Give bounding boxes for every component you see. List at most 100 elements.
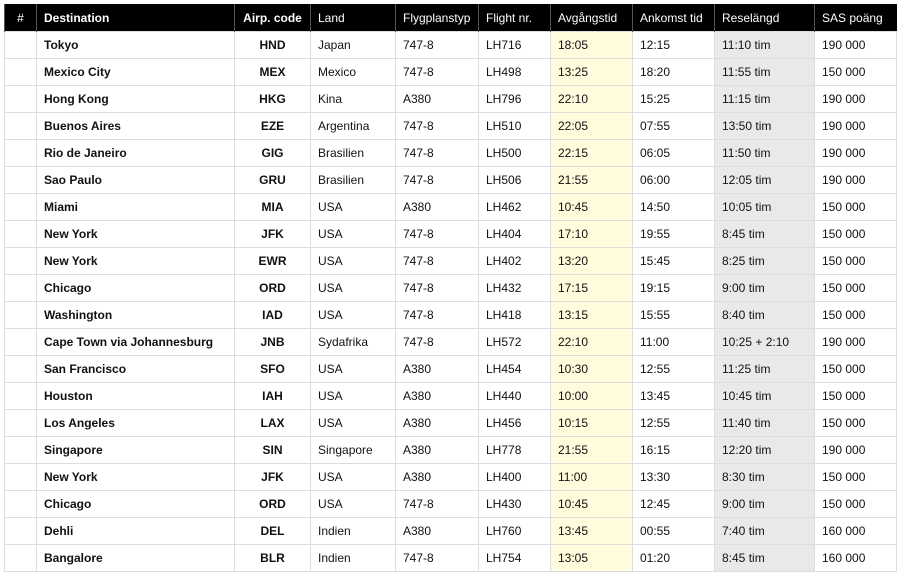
table-cell: 13:45 bbox=[632, 382, 715, 410]
table-cell: 10:45 tim bbox=[714, 382, 815, 410]
table-cell: 160 000 bbox=[814, 544, 897, 572]
table-cell: 12:15 bbox=[632, 31, 715, 59]
table-row: New York EWR USA 747-8 LH402 13:20 15:45 8:25 t… bbox=[4, 247, 897, 275]
table-cell: New York bbox=[36, 220, 235, 248]
table-cell: LH572 bbox=[478, 328, 551, 356]
table-cell: 11:55 tim bbox=[714, 58, 815, 86]
header-cell: SAS poäng bbox=[814, 4, 897, 32]
table-cell: 11:00 bbox=[550, 463, 633, 491]
table-cell: 15:55 bbox=[632, 301, 715, 329]
table-cell: ORD bbox=[234, 490, 311, 518]
header-cell: Reselängd bbox=[714, 4, 815, 32]
table-cell: LAX bbox=[234, 409, 311, 437]
row-number-cell bbox=[4, 112, 37, 140]
table-cell: 11:15 tim bbox=[714, 85, 815, 113]
table-cell: 10:45 bbox=[550, 490, 633, 518]
table-cell: Tokyo bbox=[36, 31, 235, 59]
table-cell: LH402 bbox=[478, 247, 551, 275]
header-cell: Ankomst tid bbox=[632, 4, 715, 32]
table-row: Bangalore BLR Indien 747-8 LH754 13:05 01:20 8:… bbox=[4, 544, 897, 572]
row-number-cell bbox=[4, 517, 37, 545]
table-cell: 22:10 bbox=[550, 85, 633, 113]
table-cell: 8:40 tim bbox=[714, 301, 815, 329]
table-cell: Chicago bbox=[36, 490, 235, 518]
table-cell: LH778 bbox=[478, 436, 551, 464]
table-cell: 747-8 bbox=[395, 301, 479, 329]
table-cell: 15:45 bbox=[632, 247, 715, 275]
table-row: Buenos Aires EZE Argentina 747-8 LH510 22:05 0… bbox=[4, 112, 897, 140]
table-row: Washington IAD USA 747-8 LH418 13:15 15:55 8:40… bbox=[4, 301, 897, 329]
table-cell: New York bbox=[36, 463, 235, 491]
table-cell: LH404 bbox=[478, 220, 551, 248]
table-cell: 190 000 bbox=[814, 166, 897, 194]
table-cell: JFK bbox=[234, 463, 311, 491]
table-cell: 747-8 bbox=[395, 31, 479, 59]
table-cell: LH510 bbox=[478, 112, 551, 140]
table-row: Dehli DEL Indien A380 LH760 13:45 00:55 7:40 ti… bbox=[4, 517, 897, 545]
table-cell: 8:25 tim bbox=[714, 247, 815, 275]
table-cell: 747-8 bbox=[395, 247, 479, 275]
table-cell: LH400 bbox=[478, 463, 551, 491]
table-row: Los Angeles LAX USA A380 LH456 10:15 12:55 11:4… bbox=[4, 409, 897, 437]
table-cell: Singapore bbox=[310, 436, 396, 464]
table-cell: San Francisco bbox=[36, 355, 235, 383]
table-cell: LH454 bbox=[478, 355, 551, 383]
table-cell: Houston bbox=[36, 382, 235, 410]
table-cell: Brasilien bbox=[310, 139, 396, 167]
table-cell: LH506 bbox=[478, 166, 551, 194]
table-cell: 19:55 bbox=[632, 220, 715, 248]
header-cell: Airp. code bbox=[234, 4, 311, 32]
table-cell: 11:40 tim bbox=[714, 409, 815, 437]
table-cell: 10:45 bbox=[550, 193, 633, 221]
table-cell: 10:30 bbox=[550, 355, 633, 383]
table-cell: 13:05 bbox=[550, 544, 633, 572]
table-cell: A380 bbox=[395, 85, 479, 113]
table-cell: 16:15 bbox=[632, 436, 715, 464]
table-row: Miami MIA USA A380 LH462 10:45 14:50 10:05 tim 1… bbox=[4, 193, 897, 221]
table-cell: 150 000 bbox=[814, 490, 897, 518]
table-cell: BLR bbox=[234, 544, 311, 572]
table-cell: 190 000 bbox=[814, 436, 897, 464]
table-cell: 150 000 bbox=[814, 301, 897, 329]
table-cell: LH716 bbox=[478, 31, 551, 59]
table-cell: USA bbox=[310, 355, 396, 383]
table-cell: A380 bbox=[395, 355, 479, 383]
table-cell: 01:20 bbox=[632, 544, 715, 572]
table-cell: 13:30 bbox=[632, 463, 715, 491]
table-cell: 747-8 bbox=[395, 220, 479, 248]
table-cell: USA bbox=[310, 463, 396, 491]
table-cell: 747-8 bbox=[395, 166, 479, 194]
table-cell: 06:00 bbox=[632, 166, 715, 194]
table-cell: DEL bbox=[234, 517, 311, 545]
table-cell: GRU bbox=[234, 166, 311, 194]
row-number-cell bbox=[4, 193, 37, 221]
table-cell: 11:10 tim bbox=[714, 31, 815, 59]
table-cell: 14:50 bbox=[632, 193, 715, 221]
table-cell: Argentina bbox=[310, 112, 396, 140]
table-cell: USA bbox=[310, 409, 396, 437]
table-cell: Sao Paulo bbox=[36, 166, 235, 194]
table-cell: 12:45 bbox=[632, 490, 715, 518]
header-cell: Avgångstid bbox=[550, 4, 633, 32]
table-cell: 10:05 tim bbox=[714, 193, 815, 221]
table-row: New York JFK USA 747-8 LH404 17:10 19:55 8:45 t… bbox=[4, 220, 897, 248]
header-cell: Flygplanstyp bbox=[395, 4, 479, 32]
table-cell: 747-8 bbox=[395, 274, 479, 302]
row-number-cell bbox=[4, 166, 37, 194]
row-number-cell bbox=[4, 139, 37, 167]
table-cell: Sydafrika bbox=[310, 328, 396, 356]
table-cell: 7:40 tim bbox=[714, 517, 815, 545]
row-number-cell bbox=[4, 247, 37, 275]
table-cell: USA bbox=[310, 220, 396, 248]
table-cell: 160 000 bbox=[814, 517, 897, 545]
table-cell: Miami bbox=[36, 193, 235, 221]
table-cell: 13:20 bbox=[550, 247, 633, 275]
table-cell: 747-8 bbox=[395, 544, 479, 572]
row-number-cell bbox=[4, 490, 37, 518]
table-cell: IAD bbox=[234, 301, 311, 329]
table-cell: LH760 bbox=[478, 517, 551, 545]
table-cell: USA bbox=[310, 490, 396, 518]
table-cell: 150 000 bbox=[814, 355, 897, 383]
table-cell: GIG bbox=[234, 139, 311, 167]
